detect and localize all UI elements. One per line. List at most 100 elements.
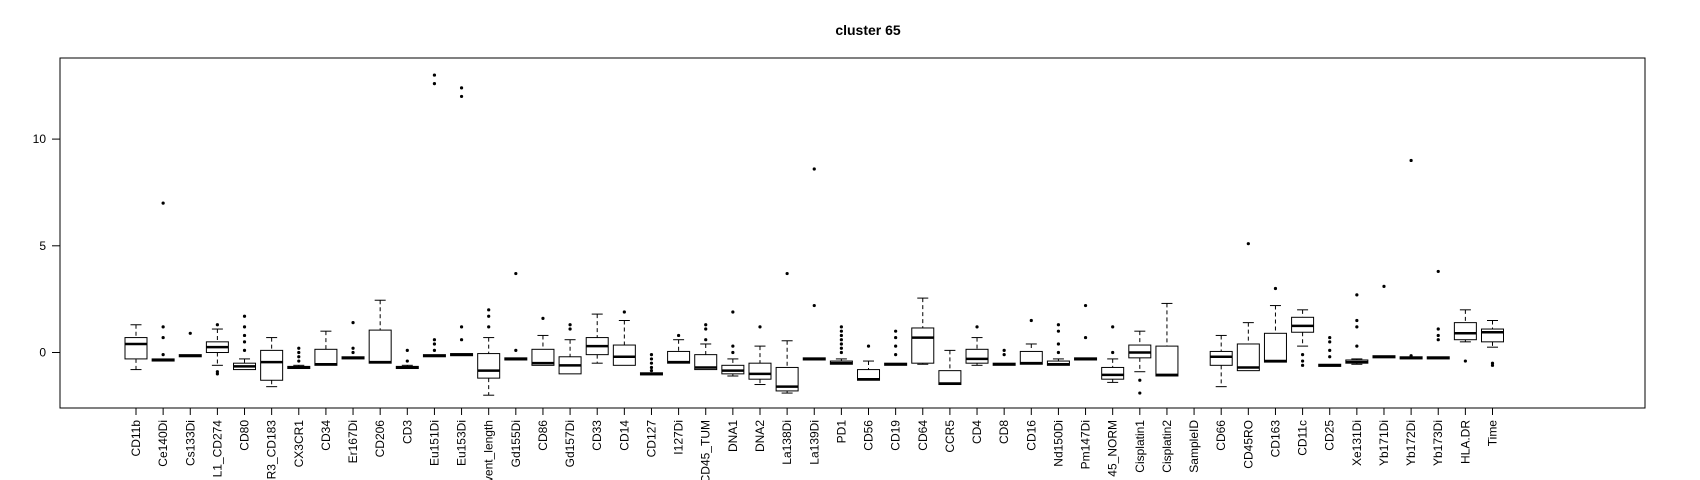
x-tick-label: CD11b	[129, 420, 143, 457]
outlier-point	[622, 310, 626, 314]
box-iqr	[1263, 332, 1287, 363]
outlier-point	[432, 82, 437, 86]
box-cd163	[1263, 286, 1287, 363]
box-cd11b	[124, 324, 148, 371]
outlier-point	[649, 365, 654, 370]
box-i127di	[667, 333, 691, 364]
box-cx3cr1	[287, 346, 311, 370]
box-iqr	[1236, 343, 1260, 372]
box-cd56	[857, 344, 881, 381]
x-tick-label: CD64	[916, 420, 930, 451]
x-tick-label: CD34	[319, 420, 333, 451]
outlier-point	[1328, 355, 1332, 359]
x-tick-label: CD206	[373, 420, 387, 458]
outlier-point	[487, 325, 491, 329]
outlier-point	[215, 372, 219, 376]
x-tick-label: DNA1	[726, 420, 740, 452]
outlier-point	[839, 342, 843, 346]
outlier-point	[1083, 335, 1088, 340]
outlier-point	[704, 323, 708, 327]
outlier-point	[1029, 318, 1033, 323]
outlier-point	[1355, 318, 1359, 323]
x-tick-label: Cs133Di	[183, 420, 197, 466]
outlier-point	[677, 333, 681, 338]
outlier-point	[975, 325, 979, 329]
box-iqr	[911, 327, 935, 364]
outlier-point	[1002, 348, 1006, 352]
x-tick-label: Pm147Di	[1079, 420, 1093, 469]
box-iqr	[260, 349, 284, 381]
x-tick-label: La139Di	[807, 420, 821, 465]
x-tick-label: CD45RO	[1241, 420, 1255, 469]
outlier-point	[1111, 350, 1115, 355]
box-eu151di	[422, 73, 446, 358]
box-cd64	[911, 297, 935, 365]
box-iqr	[124, 337, 148, 360]
outlier-point	[1056, 350, 1061, 355]
outlier-point	[351, 346, 355, 350]
x-tick-label: vent_length	[482, 420, 496, 480]
box-cd4	[965, 325, 989, 366]
x-tick-label: CD4	[970, 420, 984, 444]
x-tick-label: CD25	[1323, 420, 1337, 451]
box-ccr5	[938, 349, 962, 386]
outlier-point	[432, 348, 437, 352]
outlier-point	[1002, 353, 1006, 357]
box-cd11c	[1291, 309, 1315, 367]
x-tick-label: CD66	[1214, 420, 1228, 451]
x-tick-label: Gd157Di	[563, 420, 577, 467]
box-er167di	[341, 321, 365, 360]
y-tick-label: 5	[39, 239, 46, 253]
x-tick-label: La138Di	[780, 420, 794, 465]
outlier-point	[1138, 378, 1142, 382]
x-tick-label: Time	[1486, 420, 1500, 447]
outlier-point	[351, 321, 355, 325]
outlier-point	[297, 355, 301, 359]
x-tick-label: 45_NORM	[1106, 420, 1120, 477]
outlier-point	[812, 167, 816, 171]
outlier-point	[812, 303, 816, 308]
box-iqr	[314, 348, 338, 366]
x-tick-label: Nd150Di	[1051, 420, 1065, 467]
outlier-point	[1056, 329, 1061, 333]
x-tick-label: Eu151Di	[427, 420, 441, 466]
x-tick-label: I127Di	[672, 420, 686, 455]
box-yb172di	[1399, 158, 1423, 360]
outlier-point	[839, 338, 843, 342]
outlier-point	[894, 353, 898, 357]
x-tick-label: CD19	[889, 420, 903, 451]
box-iqr	[1209, 350, 1233, 366]
x-tick-label: CD3	[400, 420, 414, 444]
outlier-point	[758, 325, 762, 329]
box-iqr	[965, 348, 989, 364]
box-iqr	[1453, 322, 1477, 341]
box-cd66	[1209, 334, 1233, 388]
box-nd150di	[1046, 323, 1070, 366]
outlier-point	[839, 325, 843, 329]
x-tick-label: CD127	[644, 420, 658, 458]
outlier-point	[1300, 363, 1305, 367]
box-iqr	[612, 344, 636, 366]
x-tick-label: Eu153Di	[455, 420, 469, 466]
x-tick-label: Cisplatin2	[1160, 420, 1174, 473]
outlier-point	[188, 331, 192, 335]
outlier-point	[1490, 363, 1495, 367]
x-tick-label: CD8	[997, 420, 1011, 444]
outlier-point	[649, 357, 654, 361]
outlier-point	[459, 86, 464, 90]
x-tick-label: CD11c	[1296, 420, 1310, 456]
outlier-point	[1355, 344, 1359, 348]
x-tick-label: SampleID	[1187, 420, 1201, 473]
outlier-point	[242, 333, 247, 338]
x-tick-label: R3_CD183	[265, 420, 279, 480]
box-yb171di	[1372, 284, 1396, 359]
outlier-point	[1300, 359, 1305, 363]
outlier-point	[297, 359, 301, 363]
outlier-point	[514, 348, 518, 352]
x-tick-label: Yb171Di	[1377, 420, 1391, 466]
box-cd34	[314, 330, 338, 366]
box-iqr	[694, 354, 718, 371]
x-tick-label: L1_CD274	[210, 420, 224, 478]
box-cd19	[884, 329, 908, 366]
